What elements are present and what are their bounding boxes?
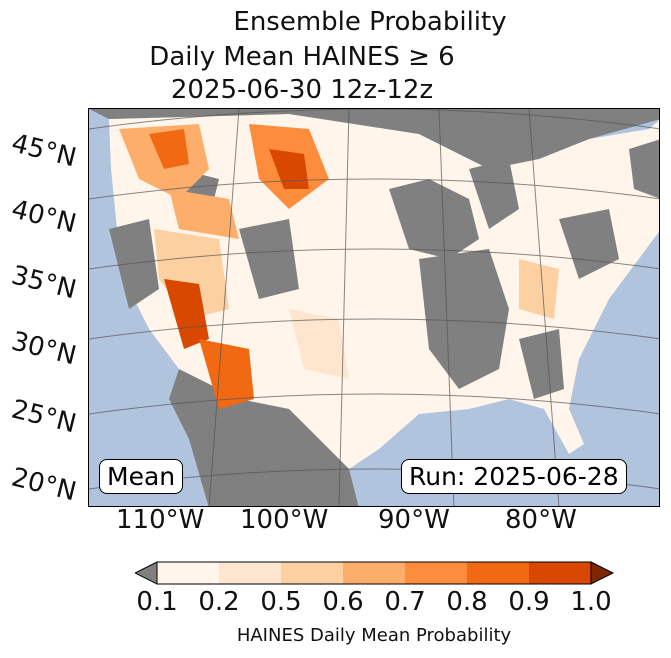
title-line-1: Ensemble Probability [233,7,507,37]
lon-label: 90°W [378,505,450,535]
colorbar-under-extend [135,561,158,585]
colorbar-tick-label: 0.6 [322,587,364,617]
run-date-box: Run: 2025-06-28 [401,459,627,494]
colorbar-segment [343,562,405,584]
lat-label: 20°N [8,462,80,508]
colorbar-tick-label: 0.7 [384,587,426,617]
colorbar-tick-label: 1.0 [570,587,612,617]
colorbar-segment [405,562,467,584]
lon-label: 80°W [505,505,577,535]
colorbar-tick-label: 0.1 [136,587,178,617]
lat-label: 40°N [8,194,80,240]
colorbar-segment [467,562,529,584]
title-line-2: Daily Mean HAINES ≥ 6 [149,42,455,72]
lat-label: 45°N [8,128,80,174]
below-threshold-areas [109,139,659,399]
lat-label: 25°N [8,394,80,440]
probability-map: Mean Run: 2025-06-28 [88,108,660,507]
colorbar [135,561,615,585]
lon-label: 100°W [240,505,329,535]
colorbar-segment [219,562,281,584]
title-line-3: 2025-06-30 12z-12z [170,75,434,105]
colorbar-tick-label: 0.9 [508,587,550,617]
colorbar-label: HAINES Daily Mean Probability [236,625,512,646]
colorbar-segment [281,562,343,584]
land-canada [89,109,659,169]
colorbar-segment [529,562,591,584]
mean-label-box: Mean [99,459,184,494]
land-mexico [169,369,359,506]
colorbar-tick-label: 0.5 [260,587,302,617]
lat-label: 30°N [8,326,80,372]
colorbar-segment [157,562,219,584]
lon-label: 110°W [116,505,205,535]
colorbar-outline [156,561,592,585]
colorbar-tick-label: 0.2 [198,587,240,617]
colorbar-over-extend [590,561,615,585]
lat-label: 35°N [8,260,80,306]
colorbar-tick-label: 0.8 [446,587,488,617]
probability-areas [119,124,559,409]
